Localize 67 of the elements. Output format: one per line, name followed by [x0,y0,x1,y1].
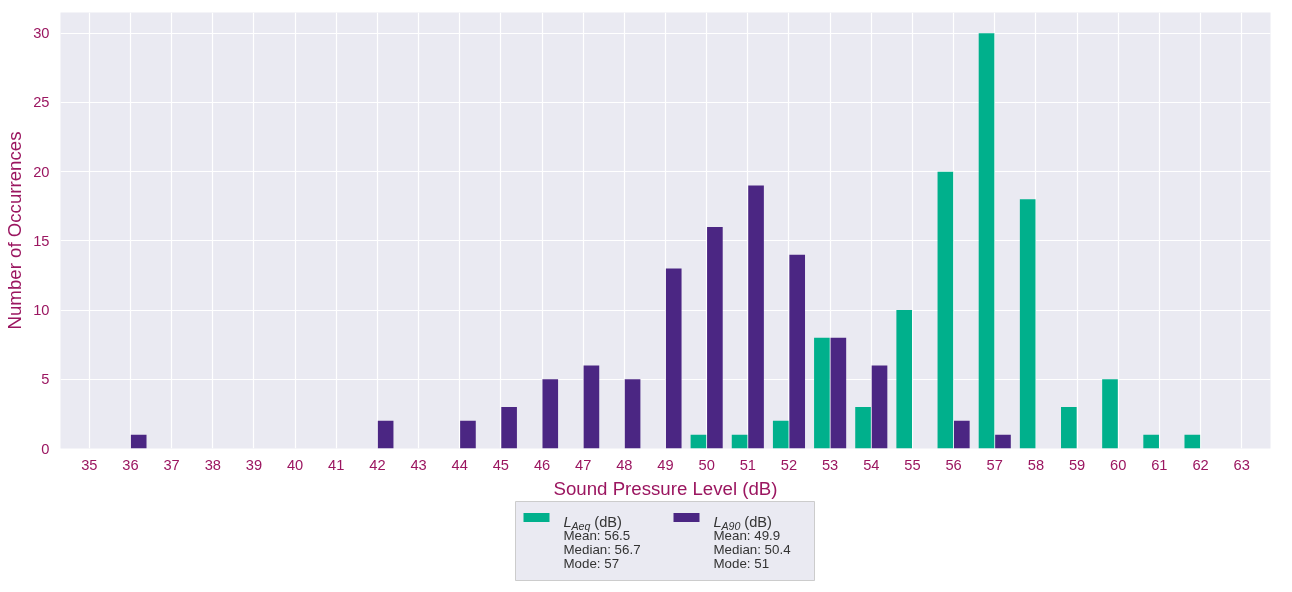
x-tick-label: 40 [286,456,304,473]
x-tick-label: 35 [81,456,98,473]
y-tick-label: 0 [41,440,50,457]
x-tick-label: 60 [1110,456,1127,473]
bar [542,379,559,449]
bar [1143,434,1159,449]
x-tick-label: 45 [492,456,510,473]
x-tick-label: 63 [1233,456,1250,473]
bar [748,185,764,449]
x-tick-label: 54 [863,456,880,473]
x-tick-label: 49 [657,456,674,473]
x-tick-label: 42 [369,456,386,473]
bar [377,420,394,449]
y-axis-title: Number of Occurrences [4,131,26,330]
bar [855,406,871,449]
bar [789,254,806,449]
bar [1184,434,1201,449]
x-tick-label: 50 [698,456,715,473]
y-tick-label: 20 [33,163,50,180]
bar [954,420,970,449]
bar [501,406,517,449]
x-tick-label: 55 [904,456,921,473]
x-tick-label: 48 [616,456,633,473]
x-tick-label: 62 [1192,456,1209,473]
x-tick-label: 56 [945,456,962,473]
y-tick-label: 5 [41,371,50,388]
bar [624,379,641,449]
y-tick-label: 15 [33,232,50,249]
x-tick-label: 37 [163,456,180,473]
bar [772,420,789,449]
x-tick-label: 52 [780,456,798,473]
text: Mean: 49.9 Median: 50.4 Mode: 51 [713,528,792,571]
x-axis-title: Sound Pressure Level (dB) [553,477,778,499]
x-tick-label: 47 [575,456,592,473]
bar [937,171,954,449]
y-tick-label: 30 [33,25,50,42]
bar [707,227,723,449]
x-tick-label: 51 [739,456,756,473]
bar [583,365,600,449]
bar [1019,199,1036,449]
bar [814,337,830,449]
x-tick-label: 53 [821,456,839,473]
x-tick-label: 61 [1151,456,1168,473]
x-tick-label: 41 [328,456,345,473]
bar [731,434,748,449]
bar [460,420,476,449]
x-tick-label: 36 [122,456,139,473]
x-tick-label: 44 [451,456,468,473]
bar [978,33,995,449]
bar [896,310,913,449]
bar [1102,379,1118,449]
bar [690,434,707,449]
x-tick-label: 57 [986,456,1003,473]
y-tick-label: 10 [33,302,50,319]
x-tick-label: 38 [204,456,221,473]
y-tick-label: 25 [33,94,50,111]
bar [130,434,147,449]
bar [871,365,888,449]
bar [665,268,682,449]
x-tick-label: 43 [410,456,427,473]
x-tick-label: 46 [533,456,551,473]
x-tick-label: 58 [1027,456,1045,473]
x-tick-label: 39 [245,456,263,473]
bar [830,337,847,449]
bar [1061,406,1077,449]
x-tick-label: 59 [1068,456,1086,473]
bar [995,434,1011,449]
